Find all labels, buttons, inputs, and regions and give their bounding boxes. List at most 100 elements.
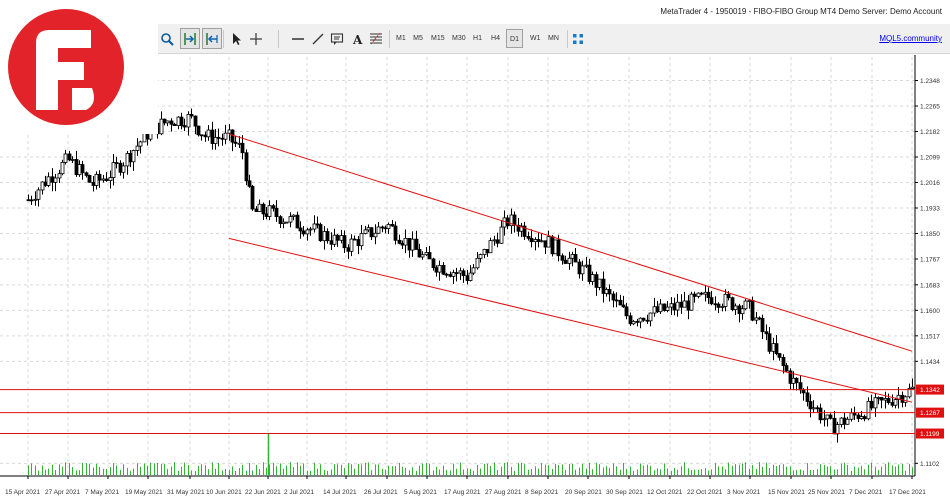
candle-bull	[223, 132, 228, 140]
candle-bear	[427, 252, 432, 260]
candle-bear	[80, 164, 85, 174]
candle-bear	[203, 134, 208, 138]
candle-bear	[182, 125, 187, 128]
candle-bear	[230, 129, 235, 143]
candle-bull	[876, 397, 881, 399]
candle-bear	[607, 289, 612, 295]
toolbar-separator	[223, 30, 224, 48]
candle-bull	[131, 150, 136, 163]
candle-bear	[301, 230, 306, 235]
candle-bull	[111, 162, 116, 178]
candle-bull	[288, 216, 293, 223]
candle-bull	[580, 265, 585, 275]
toolbar: A M1 M5 M15 M30 H1 H4 D1 W1 MN MQL5.community	[0, 24, 950, 54]
candle-bear	[199, 134, 204, 137]
level-price-tag	[916, 407, 944, 418]
candle-bear	[594, 274, 599, 288]
candle-bear	[29, 199, 34, 202]
candle-bull	[70, 159, 75, 161]
candle-bull	[604, 289, 609, 294]
candle-bear	[869, 400, 874, 409]
price-tick-label: 1.1850	[920, 231, 940, 238]
candle-bull	[322, 231, 327, 242]
candle-bull	[366, 227, 371, 231]
mql5-community-link[interactable]: MQL5.community	[879, 34, 942, 43]
candle-bear	[686, 300, 691, 311]
candle-bear	[74, 159, 79, 176]
price-tick-label: 1.2099	[920, 155, 940, 162]
candle-bear	[335, 234, 340, 241]
candle-bull	[386, 224, 391, 229]
candle-bull	[499, 226, 504, 244]
candle-bear	[550, 236, 555, 255]
candle-bull	[213, 136, 218, 144]
candle-bull	[720, 306, 725, 308]
candle-bull	[723, 293, 728, 307]
timeframe-d1[interactable]: D1	[506, 29, 523, 48]
horizontal-line-icon[interactable]	[288, 28, 308, 49]
candle-bear	[271, 205, 276, 209]
candle-bull	[754, 317, 759, 321]
candle-bear	[522, 225, 527, 237]
zoom-in-icon[interactable]	[157, 28, 177, 49]
candle-bull	[308, 228, 313, 231]
candle-bull	[743, 300, 748, 310]
text-icon[interactable]: A	[347, 28, 367, 49]
candle-bear	[757, 317, 762, 320]
chart-shift-icon[interactable]	[202, 28, 222, 49]
time-tick-label: 27 Apr 2021	[45, 489, 80, 496]
candle-bear	[573, 254, 578, 263]
fibonacci-icon[interactable]	[366, 28, 386, 49]
candle-bear	[805, 392, 810, 402]
candle-bear	[485, 249, 490, 254]
timeframe-w1[interactable]: W1	[530, 35, 541, 42]
indicators-icon[interactable]	[568, 28, 588, 49]
price-chart[interactable]: 1.2348 1.2265 1.2182 1.2099 1.2016 1.1933 1.18…	[0, 55, 950, 500]
timeframe-m30[interactable]: M30	[452, 35, 466, 42]
candle-bear	[434, 267, 439, 273]
candle-bear	[862, 416, 867, 420]
candle-bull	[33, 198, 38, 201]
candle-bear	[624, 306, 629, 317]
candle-bear	[815, 407, 820, 410]
timeframe-h1[interactable]: H1	[473, 35, 482, 42]
autoscroll-icon[interactable]	[180, 28, 200, 49]
price-tick-label: 1.2265	[920, 104, 940, 111]
timeframe-m1[interactable]: M1	[396, 35, 406, 42]
candle-bull	[458, 270, 463, 274]
time-tick-label: 27 Aug 2021	[485, 489, 522, 496]
candle-bear	[352, 238, 357, 241]
candle-bull	[567, 257, 572, 264]
candle-bear	[856, 414, 861, 419]
candle-bear	[128, 153, 133, 163]
candle-bear	[818, 407, 823, 421]
text-label-icon[interactable]	[327, 28, 347, 49]
crosshair-icon[interactable]	[246, 28, 266, 49]
candle-bear	[512, 214, 517, 226]
candle-bull	[839, 417, 844, 425]
candle-bull	[186, 114, 191, 128]
price-tick-label: 1.1434	[920, 359, 940, 366]
candle-bear	[104, 178, 109, 182]
candle-bear	[587, 264, 592, 282]
candle-bull	[648, 312, 653, 322]
timeframe-mn[interactable]: MN	[548, 35, 559, 42]
candle-bull	[46, 176, 51, 186]
candle-bull	[740, 308, 745, 315]
price-tick-label: 1.2182	[920, 129, 940, 136]
candle-bear	[900, 394, 905, 403]
candle-bear	[329, 240, 334, 245]
trendline-icon[interactable]	[308, 28, 328, 49]
timeframe-m5[interactable]: M5	[413, 35, 423, 42]
time-tick-label: 30 Sep 2021	[606, 489, 643, 496]
timeframe-h4[interactable]: H4	[491, 35, 500, 42]
candle-bear	[278, 216, 283, 224]
time-tick-label: 15 Apr 2021	[5, 489, 40, 496]
time-tick-label: 10 Jun 2021	[206, 489, 242, 496]
chart-canvas: 1.2348 1.2265 1.2182 1.2099 1.2016 1.1933 1.18…	[0, 55, 944, 496]
timeframe-m15[interactable]: M15	[431, 35, 445, 42]
candle-bull	[312, 223, 317, 230]
candle-bull	[873, 397, 878, 409]
candle-bear	[67, 153, 72, 161]
cursor-icon[interactable]	[226, 28, 246, 49]
